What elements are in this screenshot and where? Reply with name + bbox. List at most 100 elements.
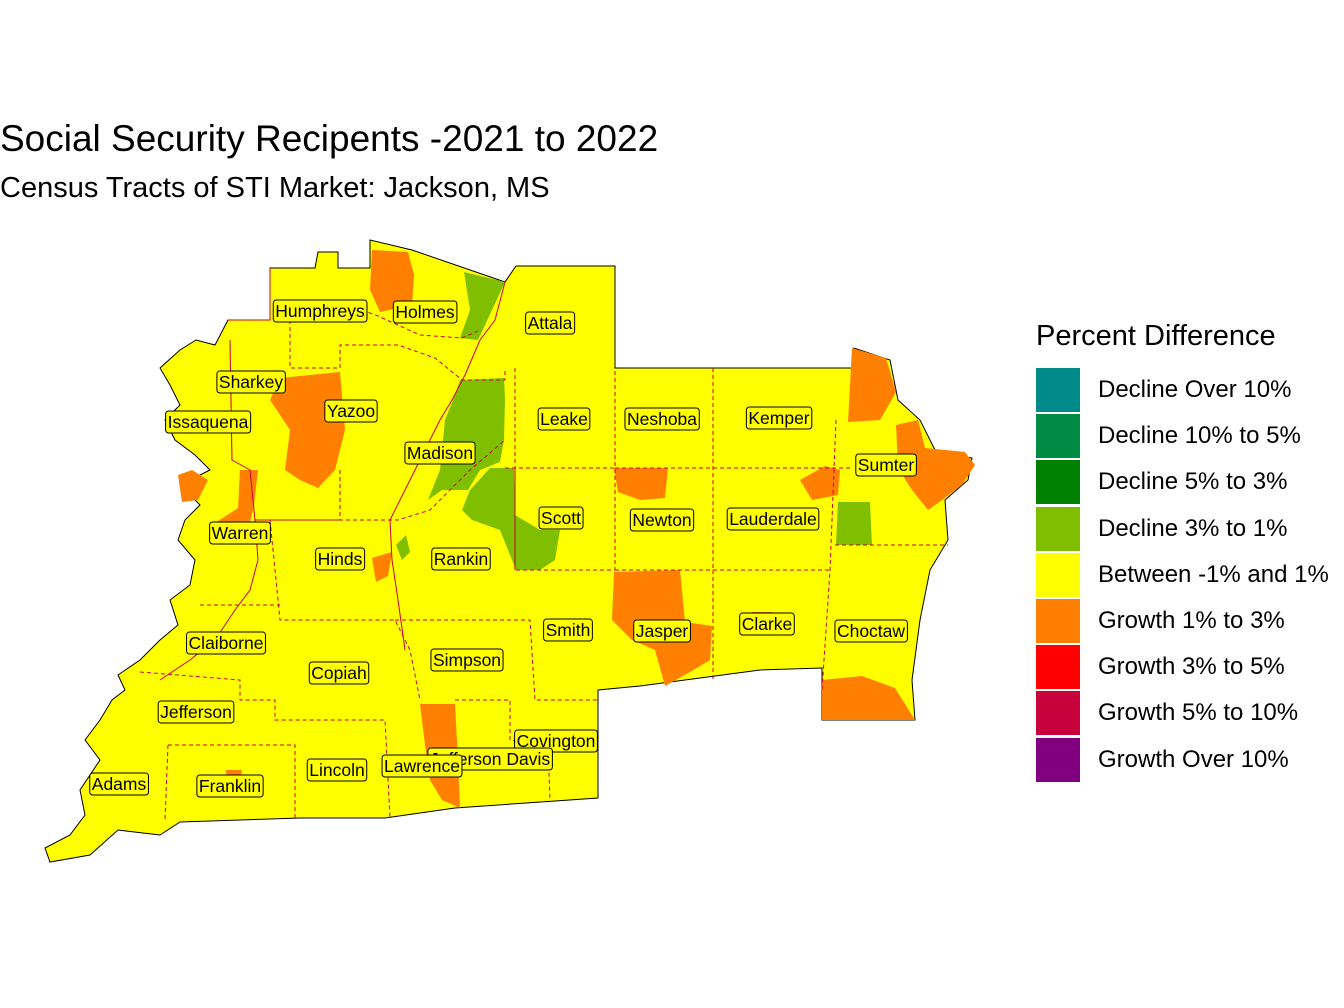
county-label-smith: Smith <box>543 618 593 642</box>
county-label-box <box>308 661 370 685</box>
county-label-kemper: Kemper <box>745 406 813 430</box>
legend-swatch <box>1036 645 1080 690</box>
legend-item: Decline 3% to 1% <box>1036 506 1329 552</box>
legend-swatch <box>1036 599 1080 644</box>
county-label-text: Smith <box>546 620 591 640</box>
county-label-text: Neshoba <box>627 409 697 429</box>
county-label-text: Clarke <box>742 614 793 634</box>
county-label-franklin: Franklin <box>196 774 264 798</box>
county-label-box <box>855 453 917 477</box>
county-label-text: Lincoln <box>309 760 364 780</box>
county-label-choctaw: Choctaw <box>834 619 908 643</box>
county-label-box <box>165 410 252 434</box>
county-label-box <box>633 619 691 643</box>
county-label-box <box>537 407 591 431</box>
legend-item: Growth 3% to 5% <box>1036 644 1329 690</box>
legend-item: Growth 1% to 3% <box>1036 598 1329 644</box>
county-label-jasper: Jasper <box>633 619 691 643</box>
county-label-box <box>538 506 584 530</box>
legend-item: Decline Over 10% <box>1036 367 1329 413</box>
legend-label: Decline Over 10% <box>1098 376 1292 404</box>
legend-item: Decline 10% to 5% <box>1036 413 1329 459</box>
county-label-text: Issaquena <box>168 412 249 432</box>
county-label-box <box>629 508 695 532</box>
county-label-text: Scott <box>541 508 581 528</box>
map-subtitle: Census Tracts of STI Market: Jackson, MS <box>0 172 550 204</box>
county-label-clarke: Clarke <box>739 612 795 636</box>
county-label-box <box>431 547 491 571</box>
legend-item: Decline 5% to 3% <box>1036 459 1329 505</box>
county-label-text: Claiborne <box>189 633 264 653</box>
county-label-box <box>726 507 820 531</box>
county-label-text: Sumter <box>858 455 915 475</box>
county-label-box <box>324 399 378 423</box>
county-label-neshoba: Neshoba <box>624 407 700 431</box>
county-label-box <box>186 631 266 655</box>
county-label-yazoo: Yazoo <box>324 399 378 423</box>
legend-swatch <box>1036 414 1080 459</box>
county-label-rankin: Rankin <box>431 547 491 571</box>
county-label-box <box>216 370 286 394</box>
county-label-hinds: Hinds <box>315 547 366 571</box>
county-label-covington: Covington <box>514 729 598 753</box>
county-label-copiah: Copiah <box>308 661 370 685</box>
county-label-text: Covington <box>517 731 596 751</box>
county-label-text: Warren <box>212 523 269 543</box>
legend-label: Growth Over 10% <box>1098 745 1289 773</box>
decline-1-3-tracts <box>396 272 872 570</box>
county-label-lauderdale: Lauderdale <box>726 507 820 531</box>
county-label-text: Lauderdale <box>729 509 817 529</box>
county-label-attala: Attala <box>525 311 576 335</box>
county-label-box <box>834 619 908 643</box>
county-label-text: Madison <box>407 443 473 463</box>
county-label-box <box>745 406 813 430</box>
county-label-sumter: Sumter <box>855 453 917 477</box>
county-labels: Humphreys Holmes Attala Sharkey Yazoo Issaque… <box>89 299 917 798</box>
county-label-issaquena: Issaquena <box>165 410 252 434</box>
legend-item: Growth 5% to 10% <box>1036 690 1329 736</box>
legend-label: Growth 3% to 5% <box>1098 653 1285 681</box>
county-label-adams: Adams <box>89 772 149 796</box>
legend-item: Growth Over 10% <box>1036 737 1329 783</box>
county-label-box <box>89 772 149 796</box>
county-label-claiborne: Claiborne <box>186 631 266 655</box>
county-boundaries <box>139 309 948 821</box>
county-label-text: Adams <box>92 774 147 794</box>
county-label-text: Yazoo <box>327 401 375 421</box>
legend-title: Percent Difference <box>1036 320 1276 352</box>
county-label-text: Jasper <box>636 621 689 641</box>
county-label-newton: Newton <box>629 508 695 532</box>
county-label-text: Choctaw <box>837 621 905 641</box>
county-label-box <box>306 758 368 782</box>
county-label-box <box>404 441 476 465</box>
county-label-box <box>392 300 458 324</box>
legend-swatch <box>1036 552 1080 597</box>
legend-label: Decline 10% to 5% <box>1098 422 1301 450</box>
county-label-text: Franklin <box>199 776 261 796</box>
legend-label: Decline 5% to 3% <box>1098 468 1288 496</box>
legend-swatch <box>1036 506 1080 551</box>
county-label-text: Attala <box>528 313 573 333</box>
county-label-text: Leake <box>540 409 588 429</box>
county-label-leake: Leake <box>537 407 591 431</box>
legend-label: Between -1% and 1% <box>1098 560 1329 588</box>
county-label-lawrence: Lawrence <box>381 754 463 778</box>
county-label-text: Sharkey <box>219 372 283 392</box>
county-label-text: Copiah <box>311 663 366 683</box>
county-label-text: Jefferson <box>160 702 232 722</box>
county-label-holmes: Holmes <box>392 300 458 324</box>
county-label-scott: Scott <box>538 506 584 530</box>
county-label-box <box>525 311 576 335</box>
county-label-box <box>157 700 235 724</box>
county-label-jefferson: Jefferson <box>157 700 235 724</box>
county-label-box <box>272 299 368 323</box>
county-label-text: Rankin <box>434 549 488 569</box>
county-label-box <box>315 547 366 571</box>
county-label-madison: Madison <box>404 441 476 465</box>
county-label-text: Hinds <box>318 549 363 569</box>
county-label-humphreys: Humphreys <box>272 299 368 323</box>
county-label-box <box>543 618 593 642</box>
map-legend: Percent Difference Decline Over 10% Decl… <box>1036 320 1329 783</box>
legend-swatch <box>1036 368 1080 413</box>
